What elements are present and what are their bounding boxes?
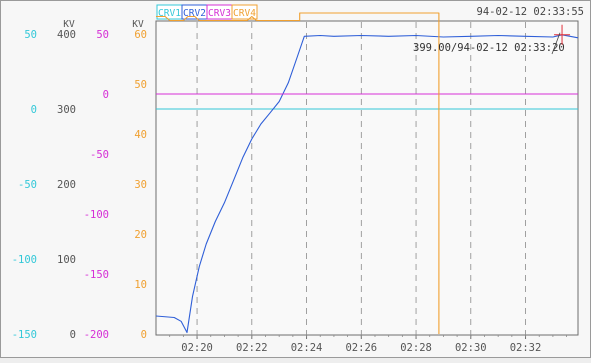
y-tick-label-crv2: 200 xyxy=(57,179,76,191)
y-tick-label-crv3: 0 xyxy=(103,89,109,101)
y-tick-label-crv2: 300 xyxy=(57,104,76,116)
channel-label-crv2: CRV2 xyxy=(183,8,206,19)
y-tick-label-crv4: 10 xyxy=(134,279,147,291)
y-tick-label-crv1: 50 xyxy=(24,29,37,41)
axis-unit-crv4: KV xyxy=(132,19,144,30)
y-tick-label-crv4: 40 xyxy=(134,129,147,141)
x-tick-label: 02:22 xyxy=(236,342,268,354)
y-tick-label-crv4: 20 xyxy=(134,229,147,241)
grid-lines xyxy=(196,22,526,335)
channel-label-crv4: CRV4 xyxy=(233,8,256,19)
y-tick-label-crv4: 0 xyxy=(141,329,147,341)
channel-header: CRV1 CRV2 CRV3 CRV4 xyxy=(156,4,258,20)
cursor-readout: 399.00/94-02-12 02:33:20 xyxy=(413,42,565,54)
series-lines xyxy=(155,12,579,334)
y-axes: 500-50-100-1504003002001000KV500-50-100-… xyxy=(12,19,147,341)
y-tick-label-crv1: -50 xyxy=(18,179,37,191)
y-tick-label-crv4: 30 xyxy=(134,179,147,191)
plot-area xyxy=(155,20,579,336)
y-tick-label-crv3: -150 xyxy=(84,269,109,281)
y-tick-label-crv2: 0 xyxy=(70,329,76,341)
channel-box-crv4[interactable] xyxy=(231,4,258,20)
x-tick-label: 02:26 xyxy=(345,342,377,354)
y-tick-label-crv4: 60 xyxy=(134,29,147,41)
series-line-crv2 xyxy=(155,34,579,334)
current-datetime: 94-02-12 02:33:55 xyxy=(477,6,584,18)
axis-unit-crv2: KV xyxy=(63,19,75,30)
y-tick-label-crv2: 100 xyxy=(57,254,76,266)
cursor-leader-line xyxy=(551,32,561,55)
y-tick-label-crv3: -50 xyxy=(90,149,109,161)
y-tick-label-crv4: 50 xyxy=(134,79,147,91)
x-tick-label: 02:24 xyxy=(291,342,323,354)
y-tick-label-crv3: -100 xyxy=(84,209,109,221)
y-tick-label-crv3: 50 xyxy=(96,29,109,41)
x-tick-label: 02:32 xyxy=(510,342,542,354)
y-tick-label-crv1: -150 xyxy=(12,329,37,341)
cursor-marker[interactable] xyxy=(551,24,571,55)
x-tick-label: 02:20 xyxy=(181,342,213,354)
y-tick-label-crv1: 0 xyxy=(31,104,37,116)
y-tick-label-crv2: 400 xyxy=(57,29,76,41)
series-line-crv4 xyxy=(156,12,440,334)
x-tick-label: 02:28 xyxy=(400,342,432,354)
channel-label-crv3: CRV3 xyxy=(208,8,231,19)
y-tick-label-crv1: -100 xyxy=(12,254,37,266)
x-axis-ticks: 02:20 02:22 02:24 02:26 02:28 02:30 02:32 xyxy=(169,335,567,354)
y-tick-label-crv3: -200 xyxy=(84,329,109,341)
x-tick-label: 02:30 xyxy=(455,342,487,354)
channel-label-crv1: CRV1 xyxy=(158,8,181,19)
